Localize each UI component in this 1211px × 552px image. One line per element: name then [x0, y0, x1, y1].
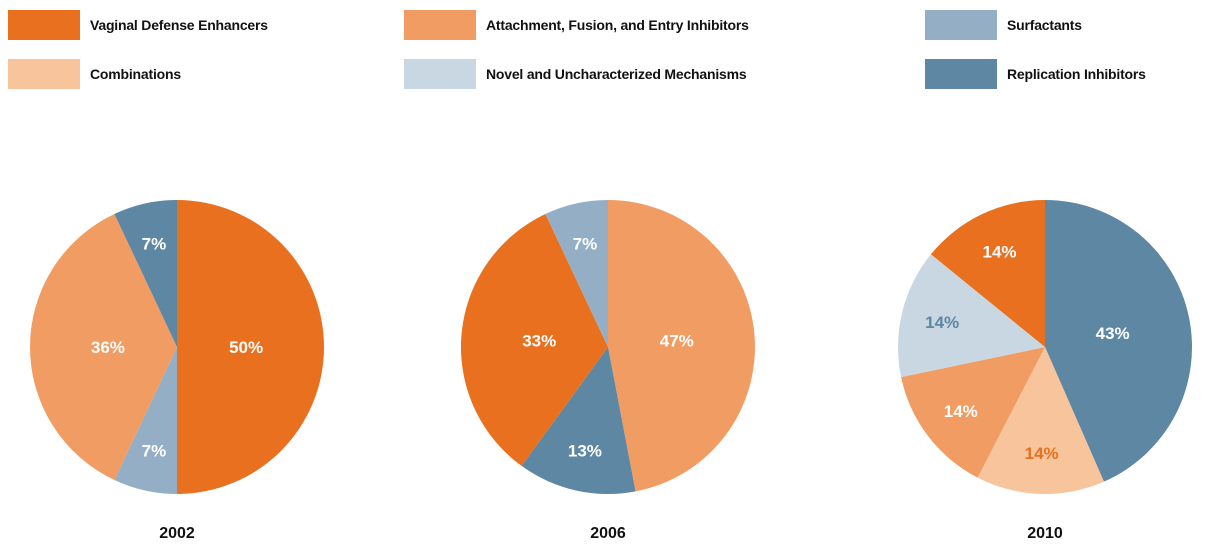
year-label: 2006 [590, 525, 626, 542]
pie-slice-surf [545, 200, 608, 347]
legend-item-surfactants: Surfactants [925, 9, 1082, 41]
legend-item-replication-inhibitors: Replication Inhibitors [925, 58, 1146, 90]
pie-slice-vde [177, 200, 324, 494]
slice-label: 14% [944, 402, 978, 421]
pie-slice-rep [1045, 200, 1192, 482]
legend-label: Surfactants [1007, 17, 1082, 33]
year-label: 2002 [159, 525, 195, 542]
legend-label: Attachment, Fusion, and Entry Inhibitors [486, 17, 749, 33]
legend: Vaginal Defense Enhancers Attachment, Fu… [0, 0, 1211, 100]
slice-label: 14% [982, 242, 1016, 261]
slice-label: 33% [522, 331, 556, 350]
legend-label: Vaginal Defense Enhancers [90, 17, 268, 33]
pie-slice-rep [521, 347, 636, 495]
pie-slice-comb [977, 347, 1104, 494]
legend-item-attachment-fusion-entry-inhibitors: Attachment, Fusion, and Entry Inhibitors [404, 9, 749, 41]
legend-item-vaginal-defense-enhancers: Vaginal Defense Enhancers [8, 9, 268, 41]
slice-label: 7% [142, 235, 167, 254]
slice-label: 7% [142, 441, 167, 460]
pie-slice-rep [114, 200, 177, 347]
pie-chart-2010: 43% 14% 14% 14% 14% 2010 [898, 200, 1192, 542]
pie-slice-afe [608, 200, 756, 492]
legend-label: Replication Inhibitors [1007, 66, 1146, 82]
pie-chart-2006: 47% 13% 33% 7% 2006 [460, 200, 756, 542]
pie-slice-novel [898, 254, 1045, 378]
slice-label: 50% [229, 338, 263, 357]
legend-swatch [925, 10, 997, 40]
legend-swatch [8, 10, 80, 40]
pie-chart-2002: 50% 7% 36% 7% 2002 [29, 200, 324, 542]
pie-slice-vde [930, 200, 1045, 347]
legend-item-combinations: Combinations [8, 58, 181, 90]
legend-swatch [925, 59, 997, 89]
legend-label: Combinations [90, 66, 181, 82]
legend-item-novel-uncharacterized: Novel and Uncharacterized Mechanisms [404, 58, 747, 90]
slice-label: 13% [568, 441, 602, 460]
slice-label: 47% [660, 331, 694, 350]
slice-label: 14% [925, 313, 959, 332]
slice-label: 36% [91, 338, 125, 357]
slice-label: 43% [1096, 324, 1130, 343]
legend-swatch [404, 59, 476, 89]
pie-slice-afe [29, 213, 177, 481]
slice-label: 7% [573, 235, 598, 254]
legend-swatch [8, 59, 80, 89]
pie-slice-surf [114, 347, 177, 494]
legend-label: Novel and Uncharacterized Mechanisms [486, 66, 747, 82]
legend-swatch [404, 10, 476, 40]
pie-slice-vde [460, 213, 608, 466]
year-label: 2010 [1027, 525, 1063, 542]
pie-slice-afe [901, 347, 1045, 478]
slice-label: 14% [1025, 444, 1059, 463]
